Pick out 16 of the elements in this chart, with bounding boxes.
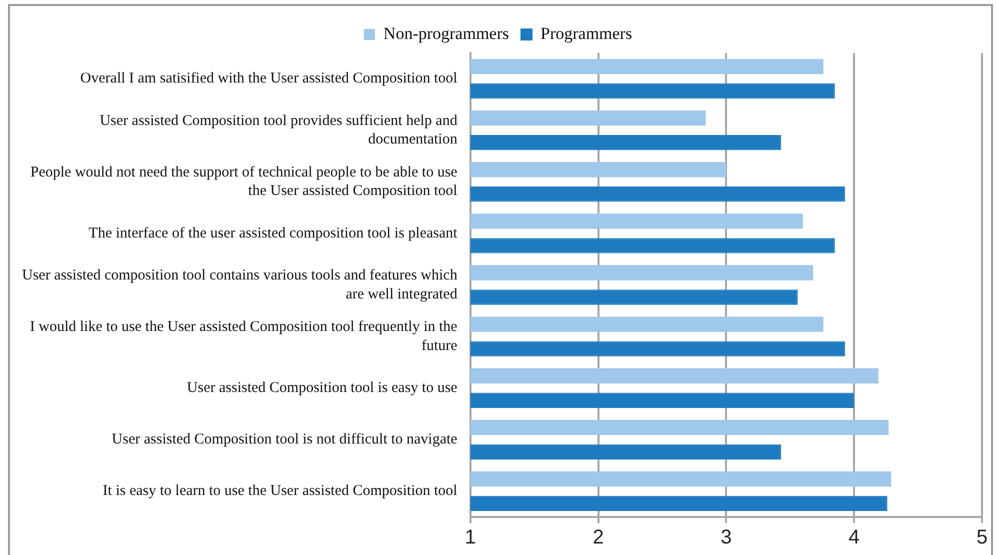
y-tick-label: User assisted Composition tool is not difficult to navigate (112, 432, 458, 448)
y-tick-label: User assisted Composition tool is easy to use (186, 380, 458, 396)
y-tick-label: People would not need the support of technical people to be able to use the User assisted Composition tool (30, 164, 458, 200)
x-tick-label: 5 (976, 526, 988, 549)
x-tick-label: 2 (592, 526, 604, 549)
y-tick-label: It is easy to learn to use the User assisted Composition tool (102, 483, 458, 500)
y-tick-label: User assisted composition tool contains various tools and features which are well integrated (22, 268, 458, 302)
y-tick-label: I would like to use the User assisted Composition tool frequently in the future (30, 319, 458, 354)
legend-label: Non-programmers (383, 24, 509, 43)
legend-label: Programmers (540, 24, 632, 43)
x-tick-label: 1 (464, 526, 476, 549)
x-tick-label: 3 (720, 526, 732, 549)
y-tick-label: User assisted Composition tool provides sufficient help and documentation (100, 112, 458, 148)
y-tick-label: The interface of the user assisted composition tool is pleasant (88, 225, 458, 242)
x-tick-label: 4 (848, 526, 860, 549)
y-tick-label: Overall I am satisified with the User assisted Composition tool (80, 70, 458, 87)
